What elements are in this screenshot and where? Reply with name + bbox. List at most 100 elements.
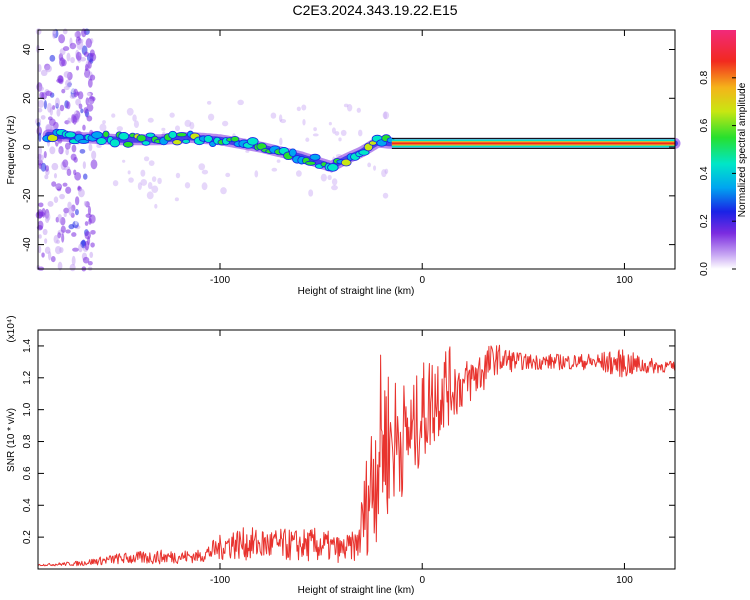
spectrogram-noise-blob <box>73 88 79 98</box>
spectrogram-noise-blob <box>174 125 180 132</box>
spectrogram-noise-blob <box>276 159 281 163</box>
spectrogram-noise-blob <box>69 110 77 115</box>
spectrogram-noise-blob <box>63 207 70 214</box>
spectrogram-noise-blob <box>84 71 90 78</box>
spectrogram-noise-blob <box>225 172 231 178</box>
spectrogram-ytick-label: 20 <box>22 92 33 104</box>
spectrogram-ytick-label: -40 <box>22 237 33 252</box>
spectrogram-noise-blob <box>79 148 86 154</box>
spectrogram-noise-blob <box>382 192 389 199</box>
spectrogram-noise-blob <box>48 251 52 261</box>
snr-plot-area <box>38 330 675 569</box>
spectrogram-noise-blob <box>65 186 72 194</box>
spectrogram-noise-blob <box>357 129 363 137</box>
spectrogram-ridge-blob <box>181 139 191 144</box>
spectrogram-noise-blob <box>90 242 95 248</box>
spectrogram-noise-blob <box>373 165 377 171</box>
spectrogram-ridge-blob <box>358 149 370 156</box>
spectrogram-noise-blob <box>76 40 84 50</box>
spectrogram-noise-blob <box>87 78 93 88</box>
spectrogram-noise-blob <box>174 197 179 202</box>
spectrogram-ridge-blob <box>288 148 297 157</box>
spectrogram-noise-blob <box>132 114 137 122</box>
spectrogram-noise-blob <box>328 121 332 126</box>
spectrogram-noise-blob <box>41 252 45 258</box>
spectrogram-noise-blob <box>44 238 48 244</box>
spectrogram-noise-blob <box>53 234 59 244</box>
spectrogram-noise-blob <box>78 243 83 253</box>
spectrogram-frame <box>37 29 676 270</box>
spectrogram-noise-blob <box>36 121 41 127</box>
snr-ytick-label: 0.8 <box>22 434 33 448</box>
spectrogram-noise-blob <box>40 115 46 120</box>
spectrogram-noise-blob <box>382 111 390 120</box>
spectrogram-noise-blob <box>154 203 158 209</box>
spectrogram-noise-blob <box>57 214 63 223</box>
spectrogram-ytick-label: 40 <box>22 44 33 56</box>
spectrogram-noise-blob <box>89 251 94 258</box>
spectrogram-noise-blob <box>43 99 47 110</box>
spectrogram-noise-blob <box>42 228 48 236</box>
spectrogram-noise-blob <box>77 91 84 100</box>
spectrogram-noise-blob <box>99 123 107 132</box>
spectrogram-noise-blob <box>58 34 66 44</box>
spectrogram-noise-blob <box>45 212 51 221</box>
spectrogram-noise-blob <box>61 233 65 243</box>
spectrogram-noise-blob <box>58 148 62 154</box>
colorbar-ticks: 0.0 0.2 0.4 0.6 0.8 <box>699 70 736 276</box>
spectrogram-noise-blob <box>67 117 72 125</box>
spectrogram-noise-blob <box>40 162 47 172</box>
spectrogram-ticks: -100 0 100 -40 -20 0 20 40 <box>22 30 675 286</box>
spectrogram-noise-blob <box>381 169 387 178</box>
spectrogram-ylabel: Frequency (Hz) <box>6 116 17 185</box>
snr-ytick-label: 1.2 <box>22 370 33 384</box>
spectrogram-noise-blob <box>87 205 92 216</box>
spectrogram-noise-blob <box>384 168 389 174</box>
spectrogram-noise-blob <box>88 143 93 152</box>
spectrogram-noise-blob <box>71 144 77 153</box>
spectrogram-noise-blob <box>245 149 250 153</box>
spectrogram-noise-blob <box>37 220 44 230</box>
spectrogram-noise-blob <box>220 187 227 195</box>
spectrogram-noise-blob <box>201 169 209 175</box>
spectrogram-noise-blob <box>367 162 372 168</box>
snr-ytick-label: 1.4 <box>22 339 33 353</box>
spectrogram-noise-blob <box>53 196 59 203</box>
spectrogram-noise-blob <box>116 126 123 132</box>
spectrogram-noise-blob <box>74 31 78 38</box>
spectrogram-noise-blob <box>157 177 162 185</box>
spectrogram-noise-blob <box>69 42 77 50</box>
spectrogram-noise-blob <box>77 185 81 190</box>
spectrogram-noise-blob <box>137 182 142 191</box>
spectrogram-ridge-band-peak <box>391 142 675 145</box>
colorbar-tick-label: 0.6 <box>699 118 710 132</box>
spectrogram-xtick-label: 100 <box>616 275 633 286</box>
spectrogram-noise-blob <box>207 113 215 121</box>
spectrogram-noise-blob <box>383 111 388 120</box>
spectrogram-noise-blob <box>82 256 90 264</box>
spectrogram-noise-blob <box>66 101 71 110</box>
spectrogram-noise-blob <box>312 133 319 137</box>
spectrogram-noise-blob <box>91 150 97 160</box>
spectrogram-noise-blob <box>43 151 47 159</box>
spectrogram-noise-blob <box>75 51 82 61</box>
spectrogram-noise-blob <box>331 178 338 186</box>
snr-line <box>37 344 676 567</box>
spectrogram-noise-blob <box>147 117 154 123</box>
spectrogram-noise-blob <box>146 191 154 200</box>
spectrogram-noise-blob <box>83 51 90 57</box>
snr-panel: -100 0 100 0.2 0.4 0.6 0.8 1.0 1.2 1.4 Height of … <box>6 315 676 596</box>
spectrogram-noise-blob <box>313 127 317 132</box>
spectrogram-noise-blob <box>254 170 259 178</box>
spectrogram-noise-blob <box>59 57 66 67</box>
spectrogram-noise-blob <box>85 92 91 97</box>
spectrogram-noise-blob <box>69 263 76 272</box>
spectrogram-noise-blob <box>84 64 89 72</box>
snr-ytick-label: 0.4 <box>22 498 33 512</box>
snr-ytick-label: 0.6 <box>22 466 33 480</box>
figure-title: C2E3.2024.343.19.22.E15 <box>292 2 458 18</box>
spectrogram-ridge-blob <box>96 137 107 146</box>
spectrogram-noise-blob <box>83 107 88 114</box>
spectrogram-noise-blob <box>143 156 150 162</box>
spectrogram-noise-blob <box>73 156 78 163</box>
